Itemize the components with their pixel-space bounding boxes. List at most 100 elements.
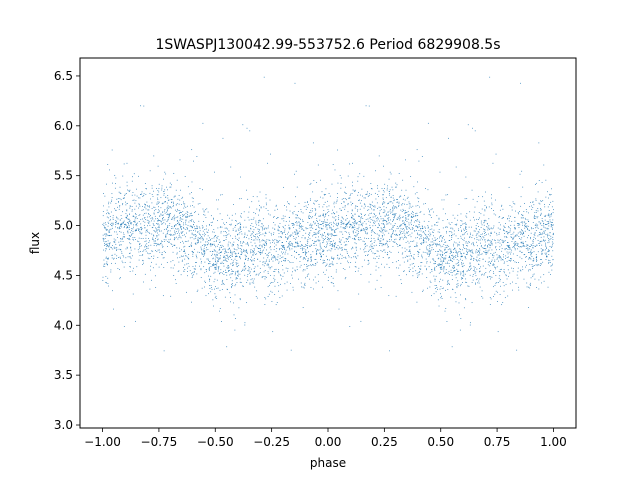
data-point: [282, 247, 284, 248]
data-point: [393, 205, 394, 207]
data-point: [123, 220, 125, 222]
data-point: [269, 284, 270, 286]
data-point: [355, 256, 357, 258]
data-point: [485, 252, 486, 254]
data-point: [524, 230, 526, 232]
data-point: [236, 260, 238, 261]
data-point: [369, 206, 371, 208]
data-point: [363, 203, 365, 205]
data-point: [153, 234, 154, 236]
data-point: [247, 274, 249, 275]
data-point: [271, 258, 272, 260]
data-point: [413, 263, 415, 264]
data-point: [209, 263, 211, 264]
data-point: [247, 252, 248, 254]
data-point: [298, 203, 300, 204]
data-point: [106, 244, 108, 245]
data-point: [119, 192, 121, 194]
data-point: [345, 249, 347, 250]
data-point: [427, 238, 429, 240]
data-point: [112, 248, 114, 250]
data-point: [246, 302, 248, 304]
data-point: [216, 255, 218, 256]
data-point: [434, 285, 436, 286]
data-point: [422, 240, 424, 242]
data-point: [372, 252, 374, 254]
data-point: [446, 321, 448, 322]
data-point: [122, 236, 124, 238]
data-point: [493, 225, 495, 227]
data-point: [214, 264, 216, 265]
data-point: [410, 216, 412, 218]
data-point: [466, 254, 468, 255]
data-point: [172, 205, 174, 207]
data-point: [491, 194, 492, 196]
data-point: [253, 263, 254, 265]
data-point: [153, 230, 155, 231]
data-point: [485, 244, 486, 246]
data-point: [106, 246, 108, 247]
data-point: [128, 223, 129, 225]
data-point: [520, 205, 522, 207]
data-point: [340, 253, 341, 255]
data-point: [273, 240, 275, 242]
data-point: [263, 271, 265, 273]
data-point: [112, 219, 114, 220]
data-point: [166, 227, 168, 229]
data-point: [418, 266, 419, 267]
data-point: [130, 205, 132, 207]
data-point: [335, 246, 337, 248]
data-point: [115, 177, 117, 179]
data-point: [359, 194, 361, 196]
data-point: [197, 227, 198, 229]
data-point: [307, 260, 309, 262]
data-point: [183, 222, 184, 224]
data-point: [216, 254, 218, 256]
data-point: [526, 211, 528, 213]
data-point: [240, 281, 242, 283]
data-point: [151, 279, 152, 281]
data-point: [427, 227, 429, 229]
data-point: [354, 191, 356, 192]
data-point: [267, 263, 269, 265]
data-point: [249, 130, 251, 132]
data-point: [335, 202, 337, 204]
data-point: [429, 252, 431, 254]
data-point: [316, 200, 318, 202]
data-point: [189, 214, 191, 216]
data-point: [109, 231, 111, 233]
data-point: [319, 249, 321, 251]
data-point: [493, 286, 494, 288]
data-point: [514, 203, 516, 205]
data-point: [288, 241, 290, 243]
data-point: [264, 253, 266, 254]
data-point: [404, 203, 405, 205]
data-point: [500, 285, 501, 287]
data-point: [440, 286, 442, 288]
data-point: [513, 246, 514, 248]
data-point: [482, 258, 484, 260]
data-point: [444, 249, 445, 251]
data-point: [371, 246, 372, 248]
data-point: [419, 226, 421, 228]
data-point: [372, 231, 374, 233]
data-point: [496, 234, 498, 236]
data-point: [448, 263, 450, 264]
data-point: [235, 231, 237, 232]
data-point: [485, 260, 486, 262]
data-point: [202, 122, 204, 124]
data-point: [133, 199, 135, 201]
data-point: [348, 241, 349, 242]
data-point: [527, 227, 528, 229]
data-point: [367, 191, 368, 193]
data-point: [480, 213, 482, 215]
data-point: [334, 229, 336, 231]
data-point: [370, 193, 372, 195]
data-point: [429, 232, 431, 234]
data-point: [508, 226, 509, 228]
data-point: [490, 242, 492, 244]
data-point: [237, 244, 239, 246]
data-point: [379, 224, 380, 226]
data-point: [295, 238, 296, 240]
data-point: [457, 243, 459, 245]
